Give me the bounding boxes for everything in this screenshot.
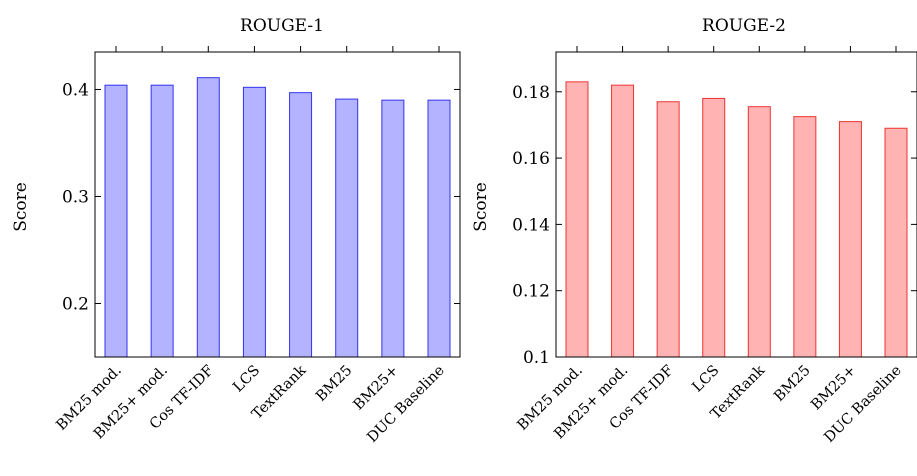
- rouge2-bar: [793, 116, 817, 358]
- rouge2-category-label: BM25: [771, 363, 813, 405]
- rouge1-bar: [427, 99, 451, 358]
- rouge1-y-axis-label: Score: [11, 182, 31, 232]
- rouge1-bar: [335, 98, 359, 358]
- rouge2-bar: [747, 106, 771, 358]
- rouge1-y-tick-label: 0.2: [62, 294, 89, 314]
- rouge2-plot-frame: [555, 51, 917, 358]
- rouge1-category-label: BM25: [313, 363, 355, 405]
- rouge2-y-tick-label: 0.16: [512, 149, 550, 169]
- rouge2-bar: [702, 97, 726, 358]
- rouge2-category-label: DUC Baseline: [821, 363, 904, 446]
- rouge2-category-label: LCS: [690, 363, 723, 396]
- rouge2-bar: [656, 101, 680, 358]
- rouge2-bar: [884, 127, 908, 358]
- rouge1-title: ROUGE-1: [240, 16, 324, 36]
- rouge2-bar: [611, 84, 635, 358]
- rouge1-bar: [104, 84, 128, 358]
- rouge1-bar: [150, 84, 174, 358]
- rouge2-y-axis-label: Score: [471, 182, 491, 232]
- rouge1-bar: [381, 99, 405, 358]
- rouge1-y-tick-label: 0.4: [62, 80, 89, 100]
- rouge2-y-tick-label: 0.12: [512, 282, 550, 302]
- rouge1-plot-frame: [94, 51, 461, 358]
- rouge1-bar: [196, 77, 220, 358]
- rouge1-y-tick-label: 0.3: [62, 187, 89, 207]
- rouge2-y-tick-label: 0.1: [523, 348, 550, 368]
- rouge2-y-tick-label: 0.14: [512, 215, 550, 235]
- rouge2-bar: [838, 121, 862, 358]
- rouge2-bar: [565, 81, 589, 358]
- rouge1-bar: [289, 92, 313, 358]
- rouge1-bar: [242, 86, 266, 358]
- rouge2-title: ROUGE-2: [702, 16, 786, 36]
- rouge1-category-label: LCS: [230, 363, 263, 396]
- rouge2-y-tick-label: 0.18: [512, 83, 550, 103]
